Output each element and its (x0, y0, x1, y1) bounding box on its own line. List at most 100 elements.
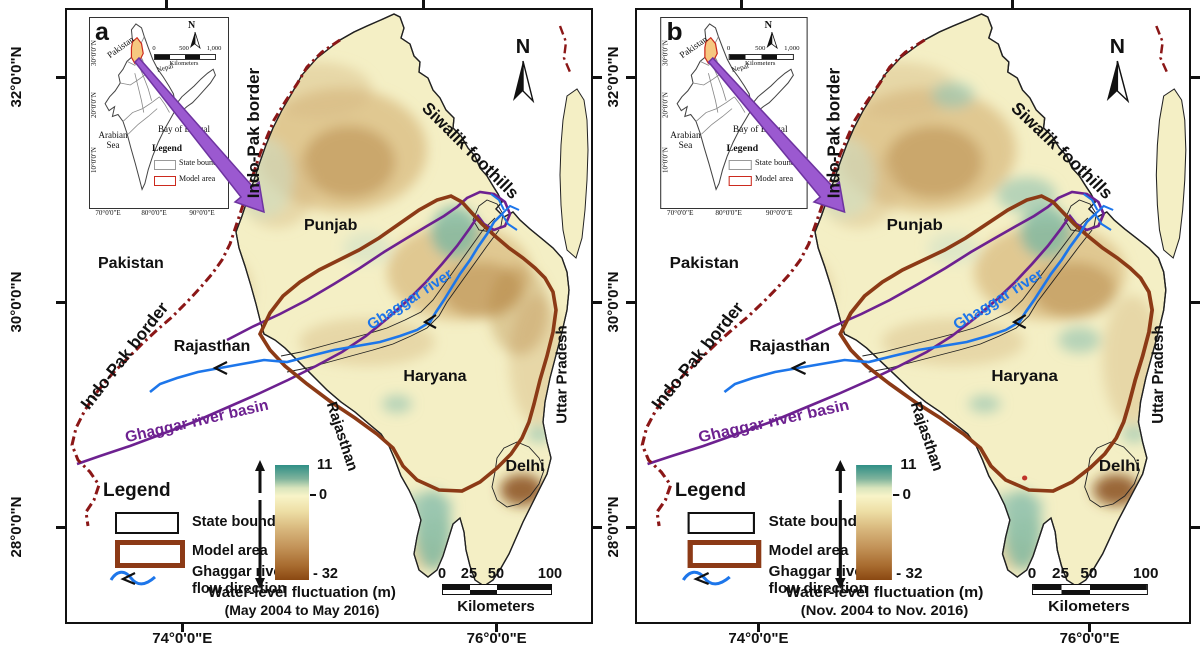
colorbar-max: 11 (900, 457, 917, 473)
inset-legend-title: Legend (152, 144, 183, 154)
ne-strip-fill (1155, 88, 1187, 259)
colorbar-zero-tick (310, 494, 316, 496)
tick (626, 526, 635, 529)
state-region-outline (814, 13, 1167, 587)
scale-unit: Kilometers (457, 598, 535, 615)
inset-lon-label: 70°0'0"E (95, 209, 121, 217)
label-uttar-pradesh: Uttar Pradesh (1149, 325, 1168, 424)
inset-india-map: a N Pakistan Nepal Arabian Sea Bay of Be… (89, 17, 229, 217)
colorbar-title: Water-level fluctuation (m) (785, 584, 984, 601)
legend-state-label: State boundary (192, 514, 298, 530)
label-uttar-pradesh: Uttar Pradesh (553, 325, 571, 424)
legend: Legend State boundary Model area Ghaggar… (103, 480, 323, 597)
ne-border-dashes (1155, 25, 1169, 73)
panel-letter: b (666, 18, 683, 46)
label-delhi: Delhi (1098, 458, 1141, 475)
inset-north-label: N (188, 20, 196, 31)
tick (56, 301, 65, 304)
district-boundary-north (862, 217, 1089, 357)
scale-25: 25 (1051, 566, 1069, 582)
tick (1088, 624, 1092, 632)
label-rajasthan: Rajasthan (173, 338, 251, 355)
tick (56, 526, 65, 529)
tick (626, 76, 635, 79)
inset-legend-model-label: Model area (754, 174, 794, 183)
inset-scale-500: 500 (755, 45, 766, 52)
lon-label: 74°0'0"E (152, 630, 213, 647)
scale-25: 25 (460, 566, 478, 582)
tick (756, 624, 760, 632)
inset-lat-label: 20°0'0"N (90, 92, 98, 118)
colorbar-max: 11 (317, 457, 333, 473)
inset-lat-label: 30°0'0"N (90, 40, 98, 66)
model-area-boundary (257, 194, 558, 493)
colorbar-zero-tick (892, 494, 900, 496)
north-label: N (515, 36, 531, 58)
inset-legend-model-swatch (728, 176, 752, 186)
colorbar (856, 465, 892, 580)
label-rajasthan: Rajasthan (749, 338, 831, 355)
headwater-boundary (1064, 199, 1097, 233)
scale-0: 0 (1027, 566, 1037, 582)
label-pakistan: Pakistan (669, 255, 739, 272)
map-canvas (70, 13, 589, 587)
inset-lat-label: 20°0'0"N (661, 92, 670, 118)
flow-arrow (212, 361, 228, 375)
legend-model-label: Model area (192, 543, 268, 559)
legend-state-swatch (687, 512, 755, 534)
inset-scale-0: 0 (726, 45, 731, 52)
colorbar-range-arrow (255, 460, 265, 589)
map-frame-a: 32°0'0"N 30°0'0"N 28°0'0"N 74°0'0"E 76°0… (8, 0, 602, 647)
label-haryana: Haryana (991, 368, 1058, 385)
tick (1010, 0, 1014, 8)
scale-bar-graphic (1032, 584, 1148, 595)
legend-state-label: State boundary (768, 514, 880, 530)
tick (1191, 301, 1200, 304)
colorbar-range-arrow (835, 460, 846, 589)
inset-scale-1000: 1,000 (784, 45, 800, 52)
legend-state-swatch (115, 512, 179, 534)
lon-label: 74°0'0"E (728, 630, 789, 647)
inset-legend-state-swatch (154, 160, 176, 170)
ne-strip-fill (559, 88, 589, 259)
label-pakistan: Pakistan (98, 255, 164, 272)
label-punjab: Punjab (886, 217, 943, 234)
colorbar-period: (Nov. 2004 to Nov. 2016) (800, 602, 969, 618)
legend-title: Legend (103, 480, 171, 501)
tick (593, 526, 602, 529)
indo-pak-border-line (70, 38, 341, 527)
flow-arrow (790, 361, 807, 375)
panel-b: 32°0'0"N 30°0'0"N 28°0'0"N 74°0'0"E 76°0… (600, 0, 1200, 647)
inset-lon-label: 80°0'0"E (715, 209, 742, 217)
tick (1191, 76, 1200, 79)
indo-pak-border-line (640, 38, 926, 527)
inset-scale-0: 0 (152, 45, 156, 52)
inset-north-label: N (764, 20, 773, 31)
inset-scale-bar: 0 500 1,000 Kilometers (152, 45, 222, 67)
lat-label: 30°0'0"N (8, 271, 25, 333)
north-arrow-icon (513, 60, 535, 104)
inset-scale-unit: Kilometers (169, 60, 199, 67)
model-area-boundary (838, 194, 1155, 493)
map-frame-b: 32°0'0"N 30°0'0"N 28°0'0"N 74°0'0"E 76°0… (605, 0, 1200, 647)
district-boundary-north (280, 217, 496, 357)
scale-100: 100 (537, 566, 563, 582)
inset-north-arrow-icon (190, 32, 201, 50)
inset-scale-bar: 0 500 1,000 Kilometers (727, 45, 801, 67)
lat-label: 32°0'0"N (8, 46, 25, 108)
inset-legend-state-label: State boundary (754, 158, 806, 167)
tick (626, 301, 635, 304)
north-arrow: N (1096, 36, 1138, 110)
river-headwater-branches (490, 193, 520, 231)
label-haryana: Haryana (403, 368, 467, 385)
lat-label: 28°0'0"N (8, 496, 25, 558)
legend-title: Legend (674, 480, 747, 501)
north-label: N (1109, 36, 1125, 58)
inset-legend-title: Legend (726, 144, 759, 154)
inset-scale-1000: 1,000 (206, 45, 222, 52)
state-region-outline (235, 13, 570, 587)
flow-arrow (422, 314, 437, 329)
legend-flow-label-2: flow direction (192, 581, 287, 597)
label-punjab: Punjab (304, 217, 358, 234)
scale-0: 0 (437, 566, 447, 582)
